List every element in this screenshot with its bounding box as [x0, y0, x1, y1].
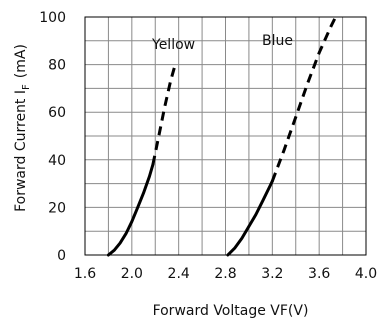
x-tick-label: 2.4 — [168, 266, 190, 282]
blue-curve-solid — [226, 179, 274, 257]
y-tick-label: 60 — [48, 105, 66, 121]
x-axis-title: Forward Voltage VF(V) — [153, 303, 309, 319]
blue-series-label: Blue — [262, 33, 293, 49]
x-tick-label: 1.6 — [74, 266, 96, 282]
series-curves — [106, 16, 337, 257]
blue-curve-dashed — [270, 16, 337, 182]
x-tick-labels: 1.6 2.0 2.4 2.8 3.2 3.6 4.0 — [74, 266, 377, 282]
grid-lines — [85, 17, 366, 255]
yellow-series-label: Yellow — [151, 37, 195, 53]
x-tick-label: 4.0 — [355, 266, 377, 282]
x-tick-label: 2.8 — [214, 266, 236, 282]
y-axis-title-unit: (mA) — [13, 44, 29, 78]
x-tick-label: 3.2 — [261, 266, 283, 282]
y-tick-label: 20 — [48, 200, 66, 216]
y-tick-label: 40 — [48, 153, 66, 169]
y-tick-labels: 0 20 40 60 80 100 — [39, 10, 66, 264]
y-tick-label: 100 — [39, 10, 66, 26]
yellow-curve-dashed — [151, 64, 177, 165]
x-tick-label: 3.6 — [308, 266, 330, 282]
y-axis-title-subscript: F — [21, 84, 32, 90]
y-tick-label: 80 — [48, 58, 66, 74]
y-axis-title-main: Forward Current I — [13, 90, 29, 212]
yellow-curve-solid — [106, 163, 155, 257]
y-axis-title: Forward Current IF (mA) — [13, 44, 32, 212]
x-tick-label: 2.0 — [121, 266, 143, 282]
plot-frame — [84, 16, 367, 256]
y-tick-label: 0 — [57, 248, 66, 264]
series-labels: Yellow Blue — [151, 33, 293, 53]
